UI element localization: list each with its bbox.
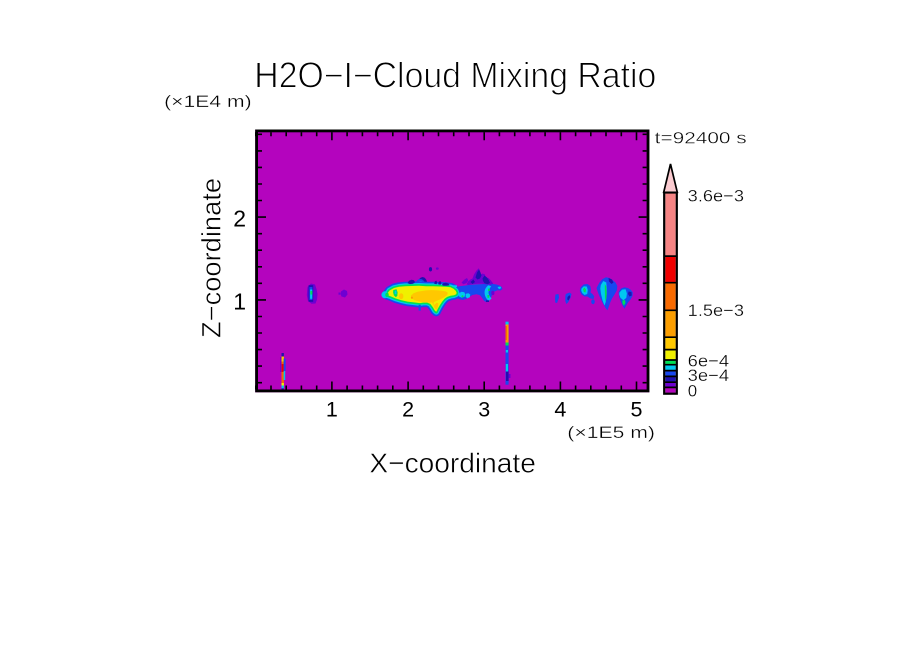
svg-text:2: 2 [402,397,414,421]
svg-text:X−coordinate: X−coordinate [369,447,536,478]
svg-text:3.6e−3: 3.6e−3 [688,186,744,205]
svg-text:4: 4 [554,397,566,421]
svg-text:1.5e−3: 1.5e−3 [688,301,744,320]
svg-text:1: 1 [233,288,246,314]
svg-text:6e−4: 6e−4 [688,352,730,371]
svg-text:3: 3 [478,397,490,421]
svg-text:H2O−I−Cloud Mixing Ratio: H2O−I−Cloud Mixing Ratio [254,55,656,96]
svg-text:Z−coordinate: Z−coordinate [196,178,226,338]
svg-text:0: 0 [688,382,697,401]
svg-text:1: 1 [326,397,338,421]
svg-text:(×1E4 m): (×1E4 m) [164,92,252,111]
svg-text:5: 5 [631,397,643,421]
svg-text:t=92400 s: t=92400 s [655,129,747,148]
svg-text:(×1E5 m): (×1E5 m) [567,423,655,442]
svg-text:3e−4: 3e−4 [688,366,730,385]
svg-text:2: 2 [233,205,246,231]
